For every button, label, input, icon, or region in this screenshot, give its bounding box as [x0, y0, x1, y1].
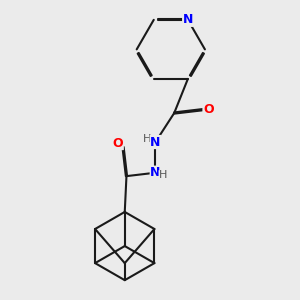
Text: O: O [203, 103, 214, 116]
Text: H: H [159, 170, 167, 180]
Text: N: N [150, 166, 161, 179]
Text: N: N [183, 13, 193, 26]
Text: H: H [143, 134, 151, 144]
Text: O: O [112, 136, 123, 149]
Text: N: N [150, 136, 161, 148]
